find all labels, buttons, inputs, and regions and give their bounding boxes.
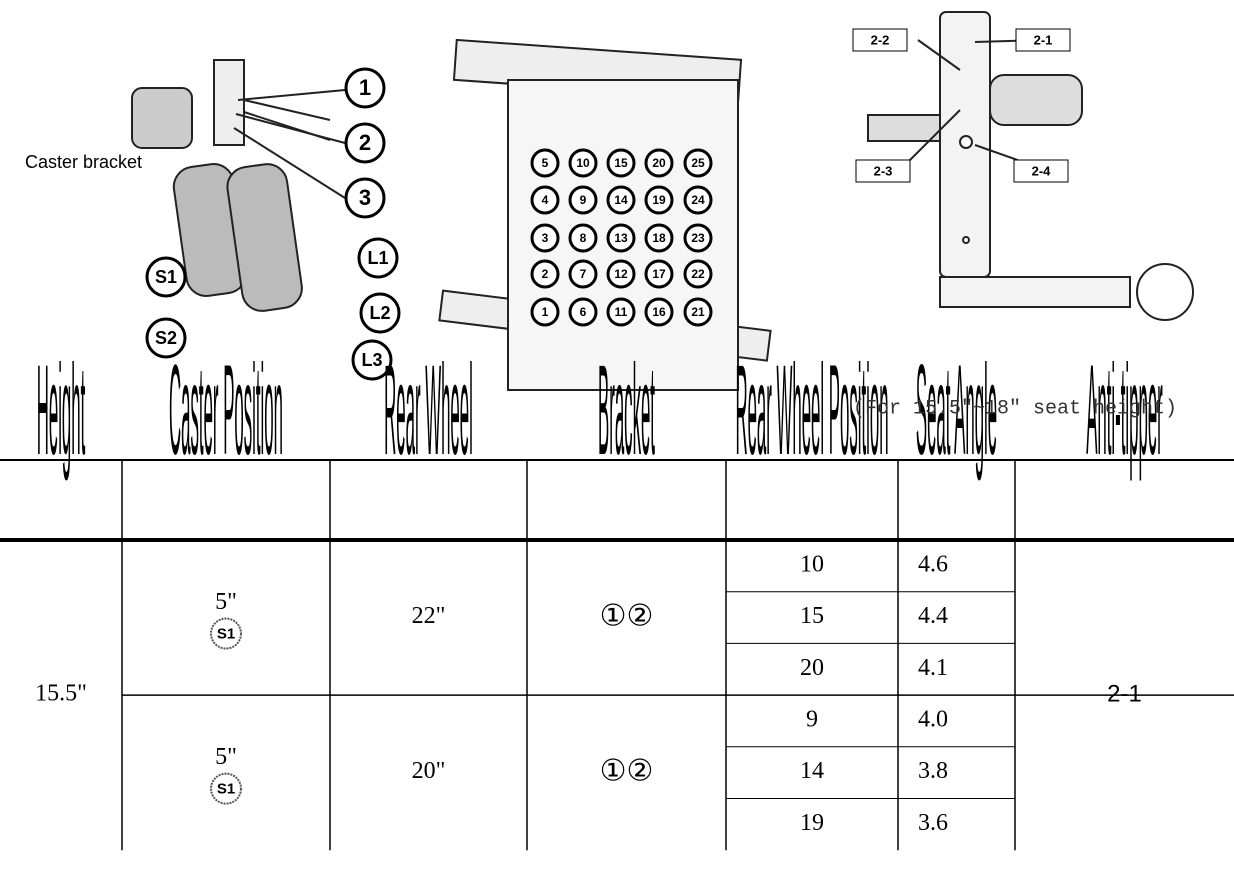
caster-label: Caster bracket <box>25 152 142 172</box>
grid-hole: 23 <box>691 231 705 245</box>
angle-cell: 4.0 <box>918 706 948 732</box>
grid-hole: 22 <box>691 267 705 281</box>
grid-hole: 6 <box>580 305 587 319</box>
grid-hole: 24 <box>691 193 705 207</box>
grid-hole: 12 <box>614 267 628 281</box>
grid-hole: 7 <box>580 267 587 281</box>
angle-cell: 3.6 <box>918 810 948 836</box>
angle-cell: 3.8 <box>918 758 948 784</box>
position-cell: 9 <box>806 706 818 732</box>
anti-tipper-cell: 2-1 <box>1107 680 1142 707</box>
grid-hole: 14 <box>614 193 628 207</box>
position-cell: 19 <box>800 810 824 836</box>
grid-hole: 15 <box>614 156 628 170</box>
grid-hole: 2 <box>542 267 549 281</box>
page: Caster bracket123S1S2L1L2L35101520254914… <box>0 0 1234 878</box>
caster-icon: S1 <box>217 781 235 798</box>
grid-hole: 21 <box>691 305 705 319</box>
header-note: (For 15.5"~18" seat height) <box>853 397 1177 420</box>
column-header: Bracket <box>598 339 655 482</box>
grid-hole: 20 <box>652 156 666 170</box>
bracket-cell: ①② <box>600 755 654 788</box>
hole-label: 3 <box>359 185 371 210</box>
rear-wheel-cell: 22" <box>412 603 446 629</box>
grid-hole: 19 <box>652 193 666 207</box>
hole-label: 2 <box>359 130 371 155</box>
grid-hole: 5 <box>542 156 549 170</box>
grid-diagram <box>439 40 770 390</box>
grid-hole: 17 <box>652 267 666 281</box>
angle-cell: 4.6 <box>918 551 948 577</box>
grid-hole: 3 <box>542 231 549 245</box>
position-label: 2-2 <box>871 32 890 47</box>
position-label: 2-3 <box>874 163 893 178</box>
grid-hole: 11 <box>615 305 628 319</box>
grid-hole: 10 <box>576 156 590 170</box>
height-cell: 15.5" <box>35 681 87 707</box>
position-label: 2-1 <box>1034 32 1053 47</box>
caster-cell: 5" <box>215 744 237 770</box>
position-cell: 20 <box>800 655 824 681</box>
fork-label: L2 <box>369 303 390 323</box>
grid-hole: 1 <box>542 305 549 319</box>
bracket-cell: ①② <box>600 599 654 632</box>
column-header: Caster Position <box>169 339 283 482</box>
grid-hole: 4 <box>542 193 549 207</box>
caster-icon: S1 <box>217 626 235 643</box>
angle-cell: 4.1 <box>918 655 948 681</box>
angle-cell: 4.4 <box>918 603 948 629</box>
rear-wheel-cell: 20" <box>412 758 446 784</box>
position-cell: 10 <box>800 551 824 577</box>
position-cell: 15 <box>800 603 824 629</box>
fork-label: L1 <box>367 248 388 268</box>
grid-hole: 25 <box>691 156 705 170</box>
grid-hole: 9 <box>580 193 587 207</box>
hole-label: 1 <box>359 75 371 100</box>
column-header: Height <box>37 339 86 482</box>
position-label: 2-4 <box>1032 163 1052 178</box>
caster-cell: 5" <box>215 589 237 615</box>
grid-hole: 16 <box>652 305 666 319</box>
fork-label: L3 <box>361 350 382 370</box>
grid-hole: 18 <box>652 231 666 245</box>
grid-hole: 13 <box>614 231 628 245</box>
column-header: Rear Wheel <box>384 339 473 482</box>
fork-label: S1 <box>155 267 177 287</box>
position-cell: 14 <box>800 758 824 784</box>
grid-hole: 8 <box>580 231 587 245</box>
